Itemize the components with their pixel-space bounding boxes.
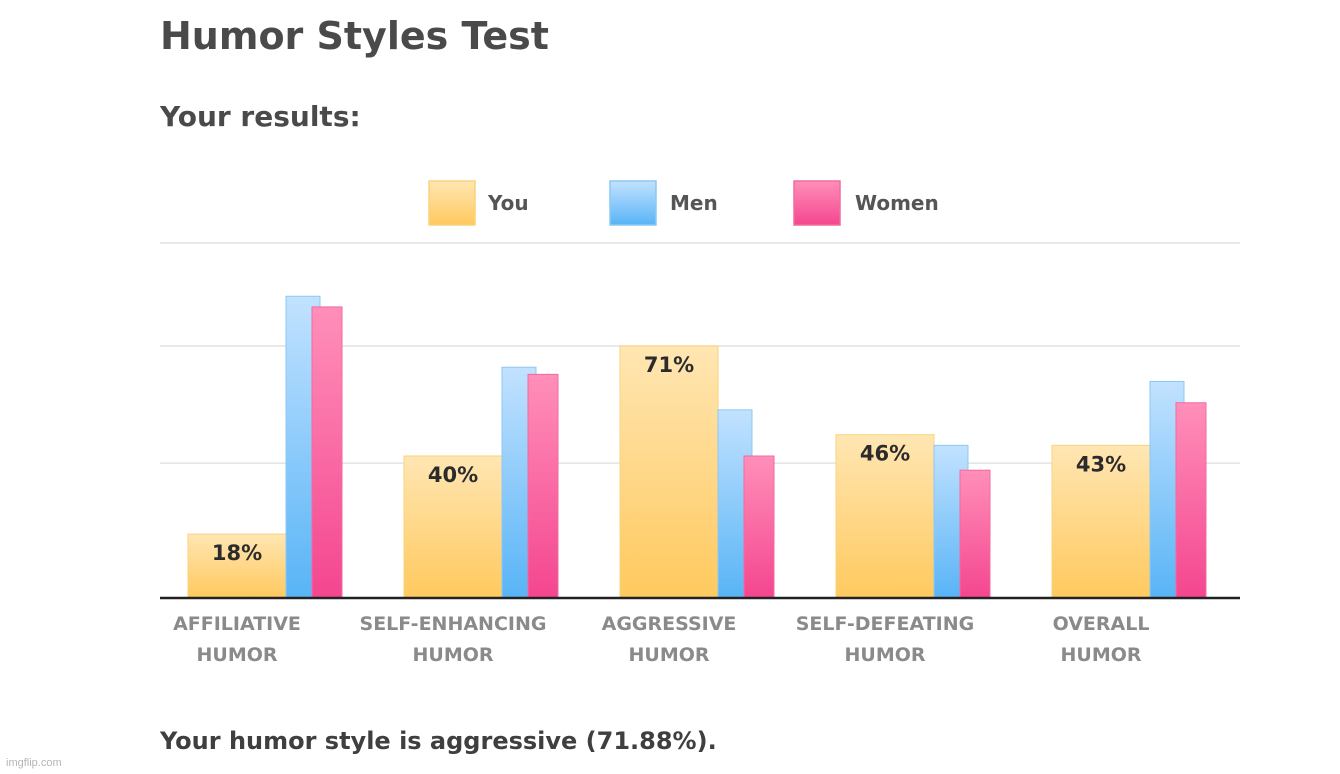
value-label-3: 46% (860, 442, 910, 466)
legend-swatch-women (793, 180, 841, 226)
bar-women-2 (743, 455, 775, 599)
chart-legend: You Men Women (428, 180, 939, 226)
category-label-3: SELF-DEFEATING HUMOR (796, 613, 975, 666)
bar-you-4 (1051, 444, 1151, 599)
bar-women-3 (959, 469, 991, 599)
category-label-4: OVERALL HUMOR (1053, 613, 1150, 666)
chart-bars (187, 295, 1207, 599)
bar-you-3 (835, 434, 935, 599)
value-label-4: 43% (1076, 452, 1126, 476)
value-label-1: 40% (428, 463, 478, 487)
chart-value-labels: 18% 40% 71% 46% 43% (212, 353, 1126, 565)
bar-you-2 (619, 345, 719, 599)
watermark: imgflip.com (6, 757, 62, 769)
value-label-0: 18% (212, 541, 262, 565)
legend-label-women: Women (855, 191, 939, 215)
results-heading: Your results: (160, 100, 361, 133)
legend-swatch-men (609, 180, 657, 226)
category-label-2: AGGRESSIVE HUMOR (602, 613, 737, 666)
bar-women-1 (527, 373, 559, 599)
legend-label-men: Men (670, 191, 718, 215)
page-title: Humor Styles Test (160, 14, 549, 58)
legend-label-you: You (487, 191, 529, 215)
chart-category-labels: AFFILIATIVE HUMOR SELF-ENHANCING HUMOR AGGRE… (173, 613, 1149, 666)
bar-women-0 (311, 306, 343, 599)
value-label-2: 71% (644, 353, 694, 377)
category-label-0: AFFILIATIVE HUMOR (173, 613, 301, 666)
bar-women-4 (1175, 402, 1207, 599)
category-label-1: SELF-ENHANCING HUMOR (360, 613, 547, 666)
legend-swatch-you (428, 180, 476, 226)
result-summary: Your humor style is aggressive (71.88%). (160, 727, 717, 755)
